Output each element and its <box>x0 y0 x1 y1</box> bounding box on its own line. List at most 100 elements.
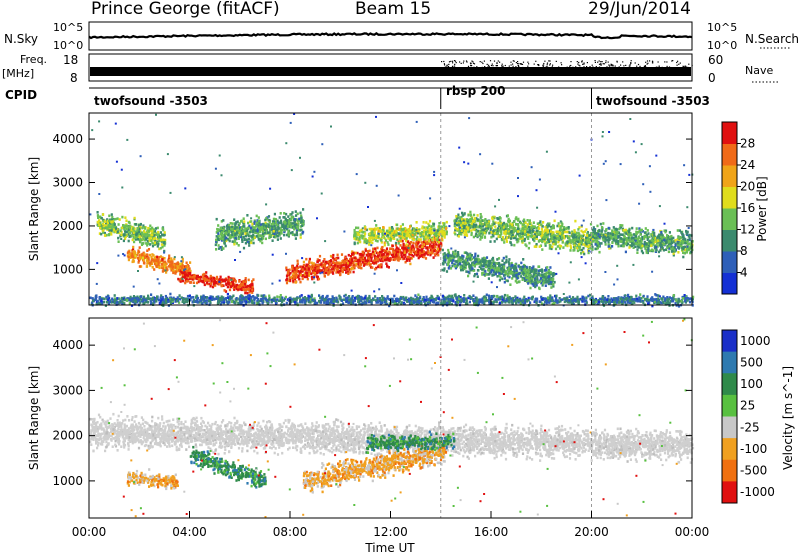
scatter-cell <box>145 235 148 239</box>
nave-dot <box>546 65 548 67</box>
scatter-cell <box>427 246 431 249</box>
scatter-cell <box>113 223 116 226</box>
nave-dot <box>454 60 457 62</box>
scatter-cell <box>146 256 149 259</box>
nave-dot <box>592 66 594 68</box>
scatter-cell <box>499 224 502 227</box>
scatter-cell <box>417 231 420 235</box>
scatter-cell <box>244 232 247 235</box>
nave-dot <box>508 65 510 67</box>
scatter-cell <box>147 229 150 233</box>
scatter-cell <box>277 223 280 227</box>
scatter-cell <box>519 232 522 235</box>
scatter-cell <box>534 282 537 285</box>
scatter-cell <box>228 288 232 292</box>
scatter-cell <box>478 219 481 222</box>
scatter-cell <box>483 231 486 235</box>
scatter-cell <box>514 229 517 233</box>
scatter-cell <box>541 225 544 228</box>
nave-dot <box>666 61 668 63</box>
scatter-cell <box>161 264 164 268</box>
scatter-cell <box>143 262 146 265</box>
scatter-cell <box>508 271 511 275</box>
scatter-cell <box>540 234 543 238</box>
scatter-cell <box>558 244 561 247</box>
scatter-cell <box>324 269 327 272</box>
scatter-cell <box>503 265 506 268</box>
nave-dot <box>598 60 600 62</box>
scatter-cell <box>229 234 232 237</box>
scatter-cell <box>497 270 500 274</box>
scatter-cell <box>456 223 459 227</box>
scatter-cell <box>412 227 416 231</box>
scatter-cell <box>458 224 461 227</box>
scatter-cell <box>297 228 300 232</box>
scatter-cell <box>99 221 102 225</box>
scatter-cell <box>445 227 448 230</box>
scatter-cell <box>394 243 398 247</box>
scatter-cell <box>488 231 491 235</box>
scatter-cell <box>578 248 582 252</box>
nave-dot <box>657 61 659 63</box>
nave-dot <box>633 67 635 69</box>
scatter-cell <box>431 231 434 235</box>
nave-dot <box>463 60 465 62</box>
scatter-cell <box>235 242 238 245</box>
scatter-cell <box>260 234 263 238</box>
scatter-cell <box>268 236 271 240</box>
scatter-cell <box>381 232 384 235</box>
scatter-cell <box>168 256 171 260</box>
scatter-cell <box>318 259 321 262</box>
scatter-cell <box>421 250 424 253</box>
scatter-cell <box>436 233 439 236</box>
scatter-cell <box>187 279 190 283</box>
scatter-cell <box>432 241 436 245</box>
scatter-cell <box>531 275 534 278</box>
scatter-cell <box>511 266 514 269</box>
scatter-cell <box>374 261 377 264</box>
scatter-cell <box>223 234 226 237</box>
nave-dot <box>496 65 498 67</box>
scatter-cell <box>214 243 217 247</box>
scatter-cell <box>543 239 546 243</box>
scatter-cell <box>543 269 547 272</box>
scatter-cell <box>148 253 152 257</box>
scatter-cell <box>111 216 114 219</box>
scatter-cell <box>261 241 264 245</box>
scatter-cell <box>541 239 544 243</box>
scatter-cell <box>265 223 268 226</box>
scatter-cell <box>349 270 352 274</box>
scatter-cell <box>425 246 428 250</box>
scatter-cell <box>289 225 292 228</box>
scatter-cell <box>264 221 267 225</box>
scatter-cell <box>494 221 497 224</box>
nave-dot <box>510 61 512 63</box>
scatter-cell <box>468 267 471 270</box>
nave-dot <box>459 61 461 63</box>
scatter-cell <box>493 222 496 225</box>
scatter-cell <box>272 229 275 233</box>
scatter-cell <box>505 240 508 243</box>
scatter-cell <box>441 248 444 252</box>
scatter-cell <box>425 252 428 255</box>
scatter-cell <box>325 268 328 271</box>
scatter-cell <box>368 238 371 242</box>
scatter-cell <box>283 233 286 237</box>
scatter-cell <box>206 282 209 286</box>
scatter-cell <box>549 245 552 249</box>
nave-dot <box>678 63 680 65</box>
scatter-cell <box>355 226 358 230</box>
scatter-cell <box>163 231 166 234</box>
scatter-cell <box>293 274 296 277</box>
scatter-cell <box>136 238 139 241</box>
scatter-cell <box>421 226 424 230</box>
scatter-cell <box>205 271 208 274</box>
scatter-cell <box>417 256 420 260</box>
scatter-cell <box>431 249 434 252</box>
scatter-cell <box>288 276 291 279</box>
scatter-cell <box>110 224 113 227</box>
scatter-cell <box>375 256 378 260</box>
freq-tick-low: 8 <box>70 71 78 85</box>
scatter-cell <box>470 219 473 223</box>
scatter-cell <box>252 238 255 241</box>
